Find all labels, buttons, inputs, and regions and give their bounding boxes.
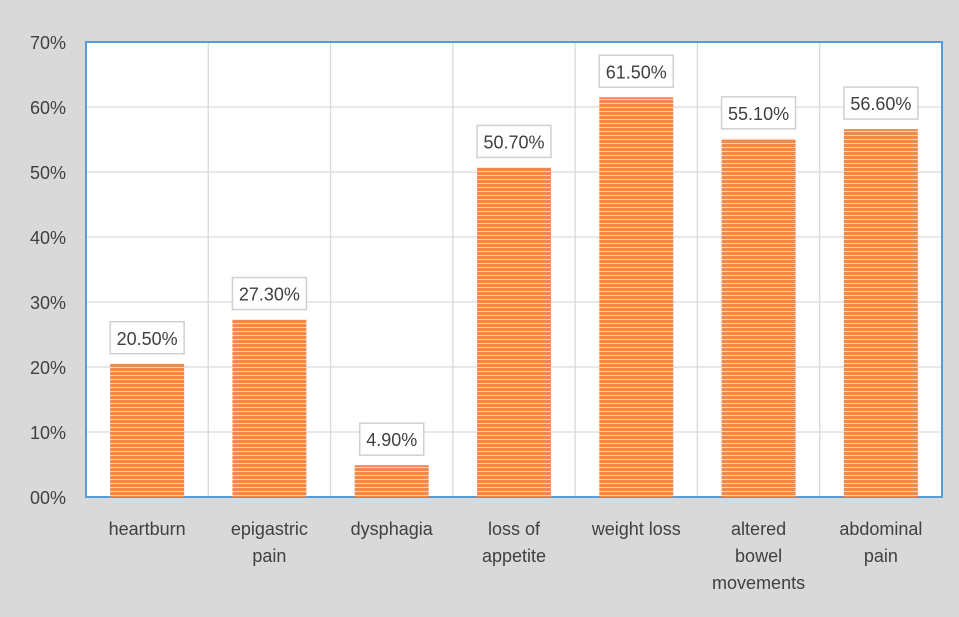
- data-labels: 20.50% 27.30% 4.90% 50.70% 61.50% 55.10% 56.60…: [109, 54, 919, 456]
- x-tick-label-line: dysphagia: [351, 519, 434, 539]
- data-label-box: [720, 96, 797, 130]
- data-label-text: 61.50%: [606, 62, 667, 82]
- data-label-box: [843, 86, 919, 120]
- data-label-text: 4.90%: [366, 430, 417, 450]
- bar: [232, 319, 307, 497]
- data-label-box: [109, 321, 185, 355]
- x-tick-label: loss of appetite: [482, 519, 546, 566]
- y-tick-label: 00%: [30, 488, 66, 508]
- x-tick-label: epigastric pain: [231, 519, 308, 566]
- data-label-text: 50.70%: [483, 132, 544, 152]
- x-tick-label-line: appetite: [482, 546, 546, 566]
- data-label-text: 27.30%: [239, 285, 300, 305]
- x-tick-label-line: altered: [731, 519, 786, 539]
- y-tick-label: 40%: [30, 228, 66, 248]
- data-label: 55.10%: [720, 96, 797, 130]
- data-label-text: 20.50%: [117, 329, 178, 349]
- x-tick-label-line: bowel: [735, 546, 782, 566]
- x-tick-label: dysphagia: [351, 519, 434, 539]
- data-label-box: [358, 422, 425, 456]
- data-label: 20.50%: [109, 321, 185, 355]
- x-tick-label-line: weight loss: [591, 519, 681, 539]
- x-tick-label-line: pain: [864, 546, 898, 566]
- x-tick-label: abdominal pain: [839, 519, 922, 566]
- bar: [110, 363, 185, 497]
- vertical-gridlines: [207, 42, 821, 497]
- data-label-box: [476, 124, 552, 159]
- y-tick-label: 20%: [30, 358, 66, 378]
- bar: [599, 97, 674, 497]
- data-label: 4.90%: [358, 422, 425, 456]
- data-label: 50.70%: [476, 124, 552, 159]
- data-label: 56.60%: [843, 86, 919, 120]
- x-tick-label-line: abdominal: [839, 519, 922, 539]
- data-label-text: 55.10%: [728, 104, 789, 124]
- x-tick-label-line: heartburn: [109, 519, 186, 539]
- y-tick-label: 50%: [30, 163, 66, 183]
- data-label: 61.50%: [598, 54, 675, 88]
- y-tick-label: 10%: [30, 423, 66, 443]
- data-label: 27.30%: [231, 276, 308, 311]
- data-label-box: [598, 54, 675, 88]
- bar: [354, 465, 429, 497]
- y-tick-label: 30%: [30, 293, 66, 313]
- bar: [721, 138, 796, 497]
- x-axis-tick-labels: heartburn epigastric pain dysphagia loss of a…: [109, 519, 923, 593]
- data-label-text: 56.60%: [850, 94, 911, 114]
- y-axis-tick-labels: 00% 10% 20% 30% 40% 50% 60% 70%: [30, 33, 66, 508]
- x-tick-label-line: epigastric: [231, 519, 308, 539]
- x-tick-label: weight loss: [591, 519, 681, 539]
- data-label-box: [231, 276, 308, 311]
- bars: [110, 97, 918, 497]
- y-tick-label: 70%: [30, 33, 66, 53]
- bar: [843, 129, 918, 497]
- x-tick-label-line: pain: [252, 546, 286, 566]
- x-tick-label-line: movements: [712, 573, 805, 593]
- x-tick-label-line: loss of: [488, 519, 541, 539]
- bar: [477, 167, 551, 497]
- x-tick-label: heartburn: [109, 519, 186, 539]
- x-tick-label: altered bowel movements: [712, 519, 805, 593]
- y-tick-label: 60%: [30, 98, 66, 118]
